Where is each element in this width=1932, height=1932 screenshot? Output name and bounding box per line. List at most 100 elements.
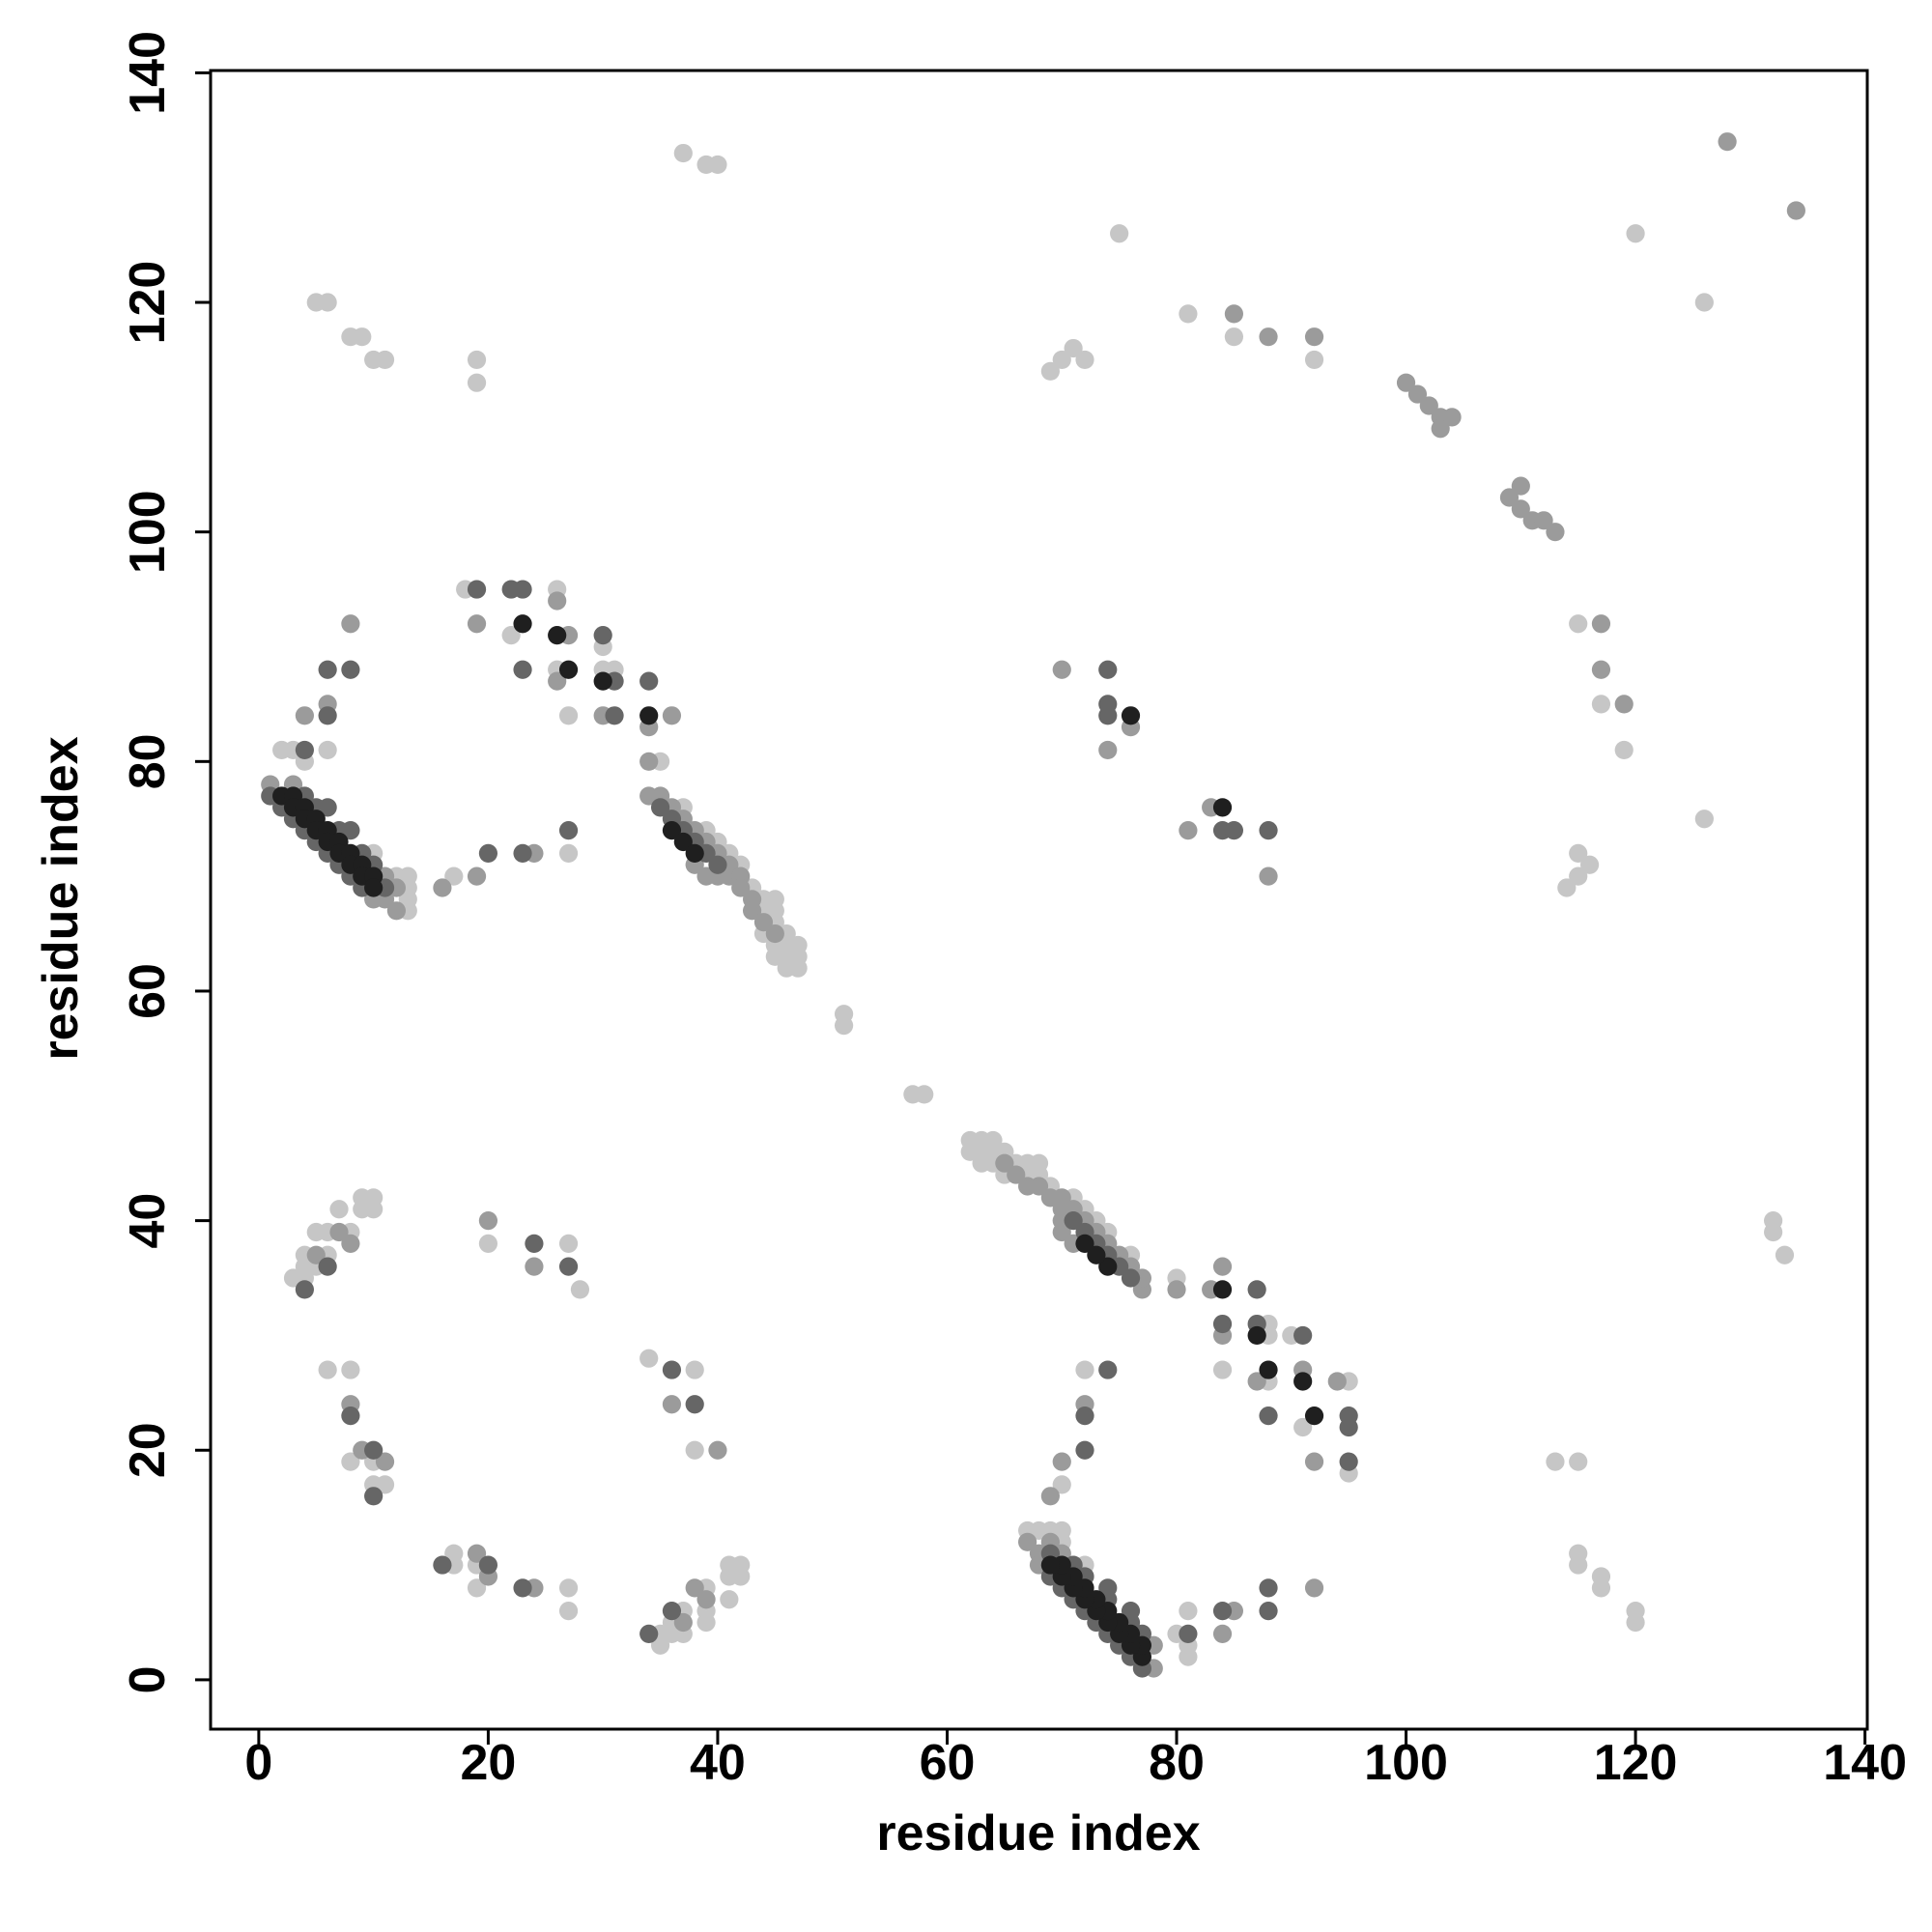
contact-point <box>548 671 567 691</box>
contact-point <box>1591 660 1611 679</box>
contact-point <box>696 1590 716 1609</box>
contact-point <box>1614 740 1634 760</box>
contact-point <box>375 1452 395 1471</box>
contact-point <box>1052 350 1071 370</box>
contact-point <box>685 1360 704 1379</box>
contact-point <box>513 843 532 863</box>
contact-point <box>1569 614 1588 634</box>
contact-point <box>558 1234 579 1253</box>
contact-point <box>685 843 704 863</box>
contact-point <box>558 1578 579 1598</box>
contact-point <box>467 1544 487 1563</box>
contact-point <box>501 626 521 645</box>
contact-point <box>639 706 659 725</box>
contact-point <box>1212 798 1233 817</box>
contact-point <box>1396 373 1416 392</box>
contact-point <box>1040 1487 1060 1506</box>
contact-point <box>1212 1314 1233 1334</box>
contact-point <box>467 1578 487 1598</box>
contact-point <box>1614 695 1634 714</box>
contact-point <box>375 350 395 370</box>
contact-point <box>708 855 727 874</box>
contact-point <box>1569 1452 1588 1471</box>
contact-point <box>306 1245 326 1264</box>
contact-point <box>1224 821 1244 840</box>
contact-point <box>386 901 407 921</box>
contact-point <box>1694 293 1714 312</box>
contact-point <box>1167 1280 1186 1299</box>
y-tick-label: 0 <box>120 1665 176 1693</box>
contact-point <box>1259 867 1278 886</box>
contact-point <box>341 614 360 634</box>
contact-point <box>1591 614 1611 634</box>
contact-point <box>1304 1452 1324 1471</box>
contact-point <box>1018 1532 1037 1551</box>
contact-point <box>1064 338 1083 358</box>
contact-point <box>558 843 579 863</box>
contact-point <box>295 1280 314 1299</box>
contact-point <box>1212 1624 1233 1643</box>
contact-point <box>1121 1268 1141 1288</box>
y-tick-label: 60 <box>120 963 176 1019</box>
contact-point <box>685 1578 704 1598</box>
contact-point <box>995 1153 1014 1173</box>
x-tick-label: 0 <box>244 1735 272 1791</box>
contact-point <box>1224 327 1244 347</box>
contact-point <box>673 143 693 163</box>
contact-point <box>295 706 314 725</box>
contact-point <box>662 706 682 725</box>
contact-point <box>1694 810 1714 829</box>
contact-point <box>1259 821 1278 840</box>
contact-point <box>1040 361 1060 381</box>
contact-point <box>1293 1372 1313 1391</box>
contact-point <box>1431 419 1450 439</box>
contact-point <box>1110 224 1129 243</box>
contact-point <box>1087 1245 1106 1264</box>
contact-point <box>341 660 360 679</box>
contact-point <box>1179 1624 1198 1643</box>
contact-point <box>1075 1360 1094 1379</box>
contact-point <box>1546 523 1565 542</box>
contact-point <box>1212 1280 1233 1299</box>
contact-point <box>1626 1602 1645 1621</box>
contact-point <box>318 1257 337 1276</box>
contact-point <box>1121 1602 1141 1621</box>
contact-point <box>1259 1578 1278 1598</box>
contact-point <box>673 1612 693 1633</box>
contact-point <box>662 1602 682 1621</box>
contact-point <box>444 1544 464 1563</box>
contact-point <box>318 740 337 760</box>
contact-point <box>1075 350 1094 370</box>
contact-point <box>1764 1211 1783 1231</box>
contact-point <box>1327 1372 1347 1391</box>
y-tick-label: 120 <box>120 261 176 345</box>
contact-point <box>1304 350 1324 370</box>
y-axis-title: residue index <box>33 736 89 1060</box>
contact-point <box>1569 867 1588 886</box>
contact-point <box>1786 201 1805 220</box>
contact-point <box>731 878 751 897</box>
x-tick-label: 20 <box>460 1735 516 1791</box>
contact-point <box>593 671 612 691</box>
contact-point <box>673 832 693 852</box>
contact-point <box>1499 488 1520 507</box>
contact-point <box>467 614 487 634</box>
contact-point <box>720 1590 739 1609</box>
contact-point <box>1098 1257 1118 1276</box>
contact-point <box>1098 1360 1118 1379</box>
contact-point <box>788 958 808 978</box>
contact-point <box>1075 1406 1094 1426</box>
contact-point <box>1212 1602 1233 1621</box>
x-tick-label: 120 <box>1594 1735 1678 1791</box>
contact-point <box>364 1440 384 1460</box>
contact-point <box>662 1395 682 1414</box>
contact-point <box>1247 1325 1266 1346</box>
contact-point <box>1040 1555 1060 1575</box>
contact-point <box>558 706 579 725</box>
contact-point <box>1419 396 1438 415</box>
contact-point <box>341 1360 360 1379</box>
contact-point <box>318 706 337 725</box>
contact-point <box>329 1222 349 1242</box>
contact-point <box>433 1555 452 1575</box>
